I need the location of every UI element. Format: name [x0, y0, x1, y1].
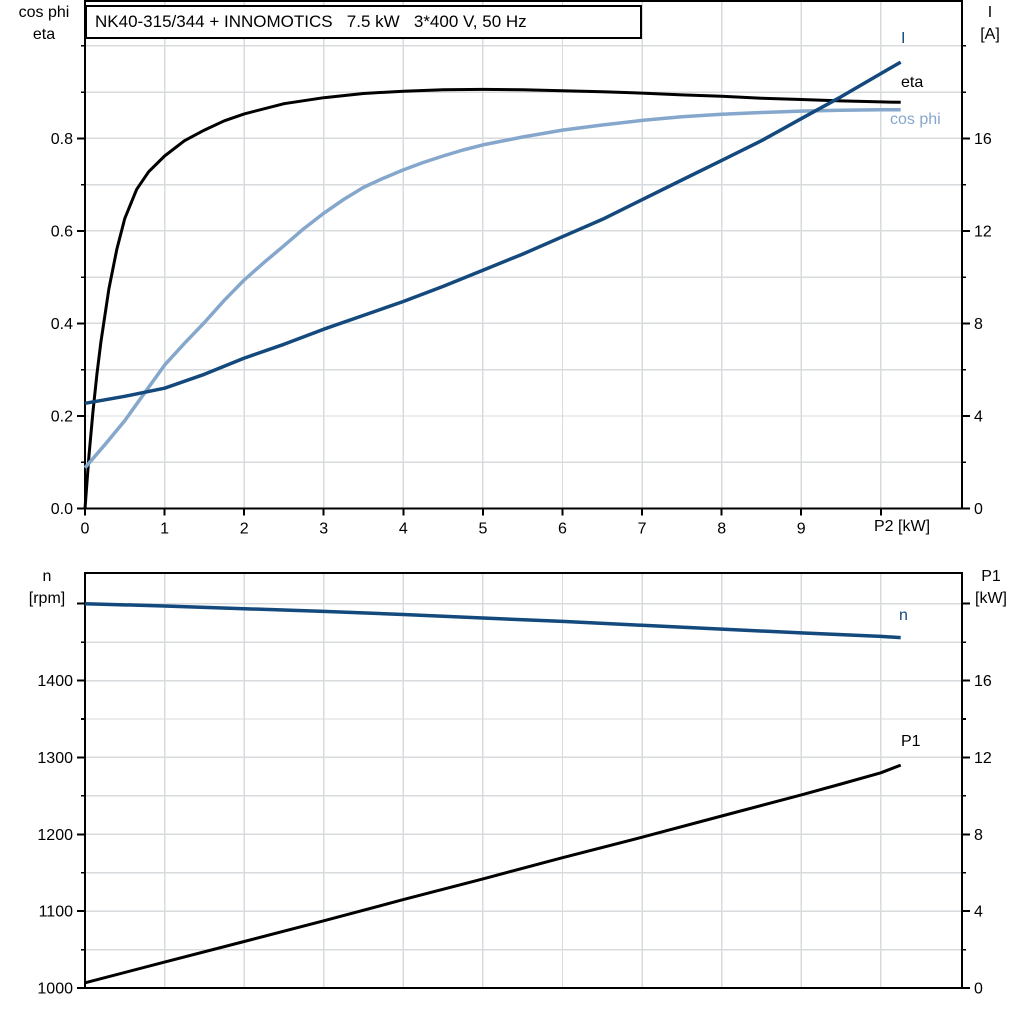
left-tick-label: 1400 [37, 673, 73, 690]
left-tick-label: 0.2 [51, 408, 73, 425]
top-left-axis-label: cos phi eta [6, 2, 82, 46]
curve-cos-phi [83, 107, 901, 469]
left-tick-label: 1200 [37, 827, 73, 844]
x-tick-label: 9 [797, 521, 806, 538]
x-tick-label: 4 [399, 521, 408, 538]
left-tick-label: 1100 [39, 904, 74, 921]
plot-border [84, 572, 963, 989]
curve-label-I: I [901, 30, 906, 47]
left-tick-label: 1300 [37, 750, 73, 767]
axis-label-speed-unit: [rpm] [28, 590, 66, 607]
right-tick-label: 16 [974, 673, 992, 690]
curve-eta [83, 87, 901, 509]
x-tick-label: 2 [240, 521, 249, 538]
curve-P1 [84, 763, 902, 985]
curve-label-cos-phi: cos phi [890, 111, 941, 128]
right-tick-label: 8 [974, 827, 983, 844]
left-tick-label: 0.6 [51, 223, 73, 240]
axis-label-current: I [987, 4, 993, 21]
curve-I [84, 60, 902, 406]
curve-label-eta: eta [901, 74, 924, 91]
x-tick-label: 7 [638, 521, 647, 538]
bottom-right-axis-label: P1 [kW] [962, 566, 1020, 610]
curve-n [84, 601, 901, 640]
right-tick-label: 4 [974, 408, 983, 425]
top-right-axis-label: I [A] [961, 2, 1019, 46]
left-tick-label: 0.0 [51, 501, 73, 518]
axis-label-cos-phi: cos phi [18, 4, 70, 21]
x-axis-label: P2 [kW] [874, 518, 931, 535]
bottom-left-axis-label: n [rpm] [10, 566, 84, 610]
left-tick-label: 0.4 [51, 316, 73, 333]
axis-label-eta: eta [32, 26, 56, 43]
axis-label-p1: P1 [981, 568, 1001, 585]
x-tick-label: 1 [160, 521, 169, 538]
x-tick-label: 3 [319, 521, 328, 538]
right-tick-label: 12 [974, 223, 992, 240]
plot-border [84, 0, 963, 510]
axis-label-p1-unit: [kW] [975, 590, 1007, 607]
right-tick-label: 0 [974, 501, 983, 518]
left-tick-label: 1000 [37, 981, 73, 998]
right-tick-label: 4 [974, 904, 983, 921]
right-tick-label: 0 [974, 981, 983, 998]
right-tick-label: 12 [974, 750, 992, 767]
right-tick-label: 8 [974, 316, 983, 333]
x-tick-label: 0 [81, 521, 90, 538]
curve-label-n: n [899, 607, 908, 624]
chart-title: NK40-315/344 + INNOMOTICS 7.5 kW 3*400 V… [95, 12, 527, 31]
axis-label-speed: n [42, 568, 52, 585]
axis-label-current-unit: [A] [980, 26, 1000, 43]
left-tick-label: 0.8 [51, 131, 73, 148]
x-tick-label: 5 [478, 521, 487, 538]
right-tick-label: 16 [974, 131, 992, 148]
x-tick-label: 6 [558, 521, 567, 538]
curve-label-P1: P1 [901, 733, 921, 750]
x-tick-label: 8 [717, 521, 726, 538]
chart-title-box: NK40-315/344 + INNOMOTICS 7.5 kW 3*400 V… [85, 5, 642, 39]
